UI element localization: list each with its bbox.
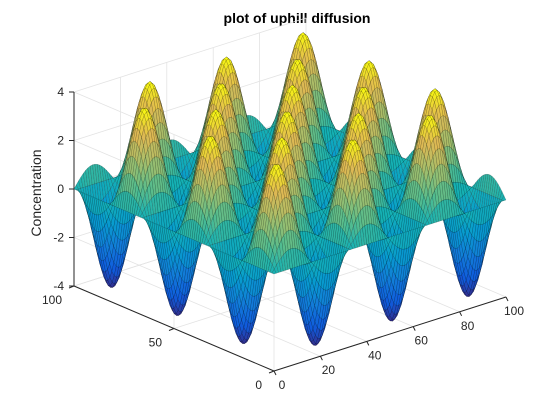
backwall-grid-z — [73, 17, 307, 93]
surface-mesh — [73, 32, 507, 346]
chart-title: plot of uphill diffusion — [224, 10, 371, 26]
x-axis-line — [273, 296, 507, 372]
floor-grid-y — [173, 254, 407, 329]
backwall-grid-z — [73, 114, 307, 190]
backwall-grid-z — [73, 66, 307, 141]
